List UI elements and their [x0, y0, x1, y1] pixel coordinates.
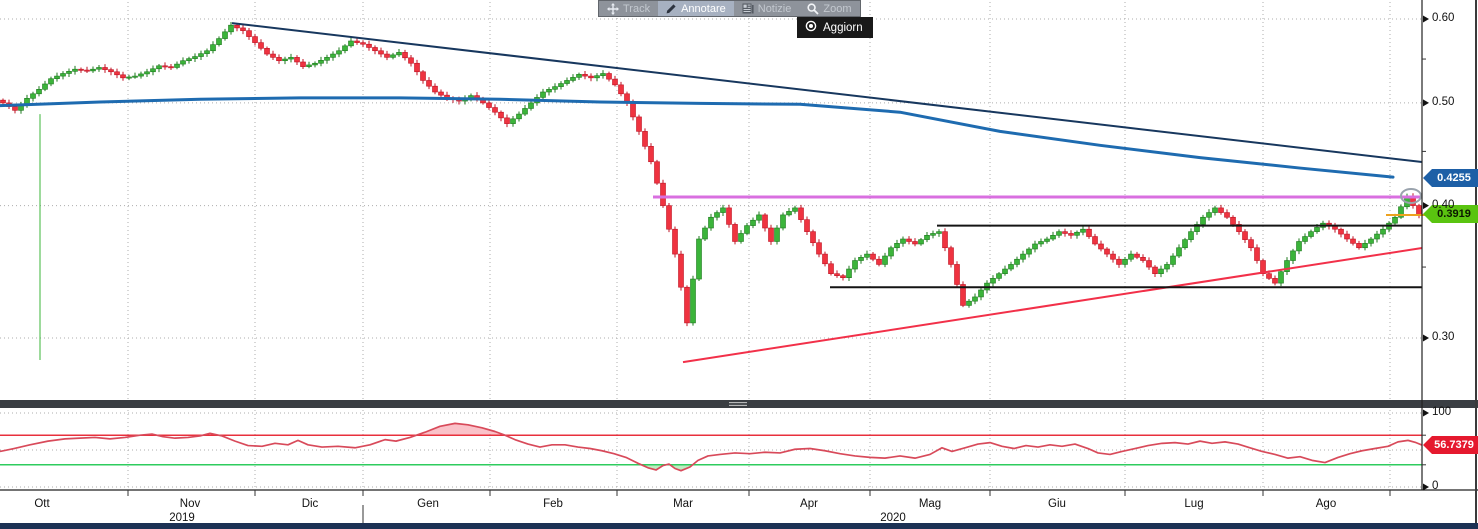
magnifier-icon: [807, 2, 820, 15]
x-axis-month-label: Mag: [918, 498, 942, 510]
update-button-label: Aggiorn: [823, 21, 863, 34]
price-axis-tick-label: 0.50: [1432, 95, 1455, 108]
candlestick-series: [0, 21, 1422, 360]
track-button[interactable]: Track: [599, 1, 658, 16]
track-button-label: Track: [623, 2, 651, 15]
descending-trendline[interactable]: [231, 22, 1423, 164]
notizie-button-label: Notizie: [757, 2, 792, 15]
notizie-button[interactable]: Notizie: [734, 1, 800, 16]
zoom-button-label: Zoom: [823, 2, 852, 15]
annotare-button-label: Annotare: [681, 2, 726, 15]
x-axis-month-label: Mar: [673, 498, 693, 510]
last-price-badge: 0.3919: [1423, 205, 1478, 223]
rsi-overbought-fill: [140, 423, 505, 436]
zoom-button[interactable]: Zoom: [799, 1, 859, 16]
x-axis-month-label: Dic: [301, 498, 319, 510]
x-axis-month-label: Feb: [543, 498, 563, 510]
gridlines: [0, 2, 1422, 490]
moving-average-line: [0, 96, 1395, 179]
annotation-toolbar: Track Annotare Notizie Zoom: [598, 0, 861, 17]
rsi-line: [0, 422, 1423, 472]
ma-value-badge: 0.4255: [1423, 169, 1478, 187]
x-axis-month-label: Gen: [417, 498, 439, 510]
price-axis-tick-label: 0.40: [1432, 198, 1455, 211]
x-axis-month-label: Giu: [1048, 498, 1066, 510]
price-axis-tick-label: 0.30: [1432, 331, 1455, 343]
pencil-icon: [666, 3, 677, 14]
x-axis-year-label: 2020: [880, 512, 906, 524]
x-axis-month-label: Nov: [179, 498, 201, 510]
x-axis-month-label: Apr: [800, 498, 818, 510]
x-axis-month-label: Ott: [34, 498, 50, 510]
news-icon: [742, 3, 754, 14]
update-button[interactable]: Aggiorn: [797, 17, 873, 38]
bottom-scrollbar-track[interactable]: [0, 523, 1478, 529]
panel-resize-bar[interactable]: [0, 400, 1478, 408]
x-axis-month-label: Lug: [1184, 498, 1204, 510]
record-dot-icon: [805, 20, 817, 35]
annotation-handle-ellipse[interactable]: [1400, 188, 1422, 204]
rsi-axis-tick-label: 100: [1432, 406, 1452, 418]
ascending-trendline[interactable]: [682, 247, 1423, 364]
annotare-button[interactable]: Annotare: [658, 1, 734, 16]
rsi-axis-tick-label: 0: [1432, 480, 1439, 492]
price-axis-tick-label: 0.60: [1432, 12, 1455, 24]
x-axis-month-label: Ago: [1315, 498, 1337, 510]
move-icon: [607, 2, 619, 15]
rsi-value-badge: 56.7379: [1423, 436, 1478, 454]
x-axis-year-label: 2019: [169, 512, 195, 524]
